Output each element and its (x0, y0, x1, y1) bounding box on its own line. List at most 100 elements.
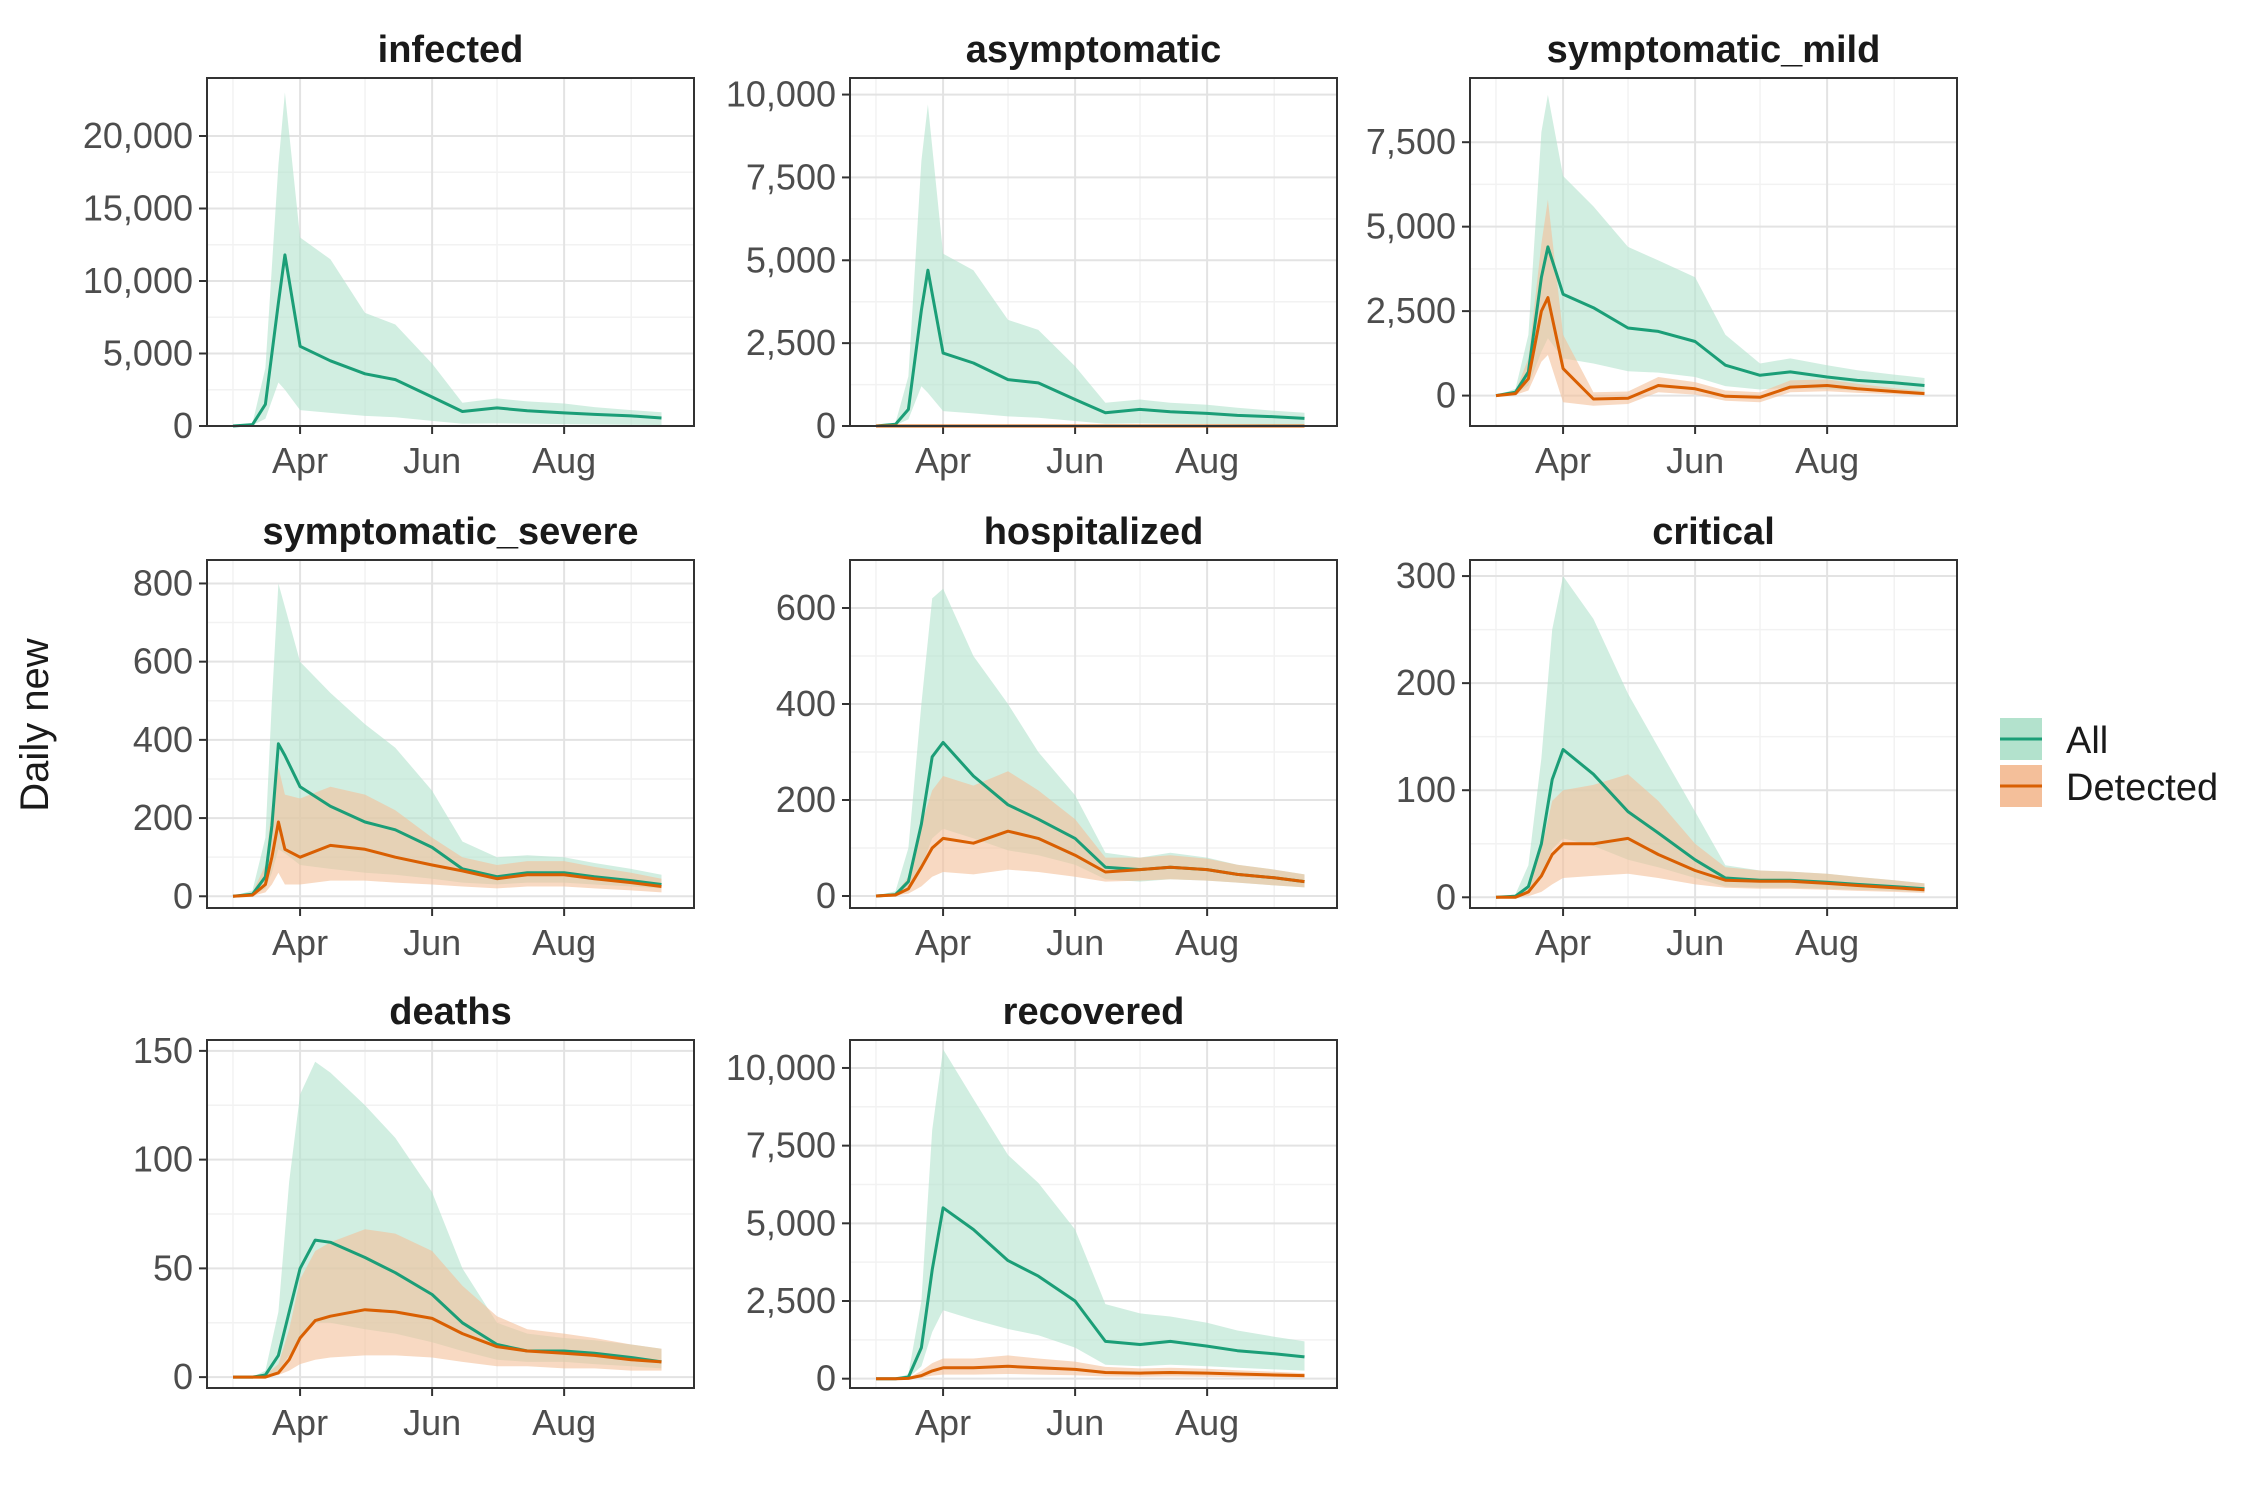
x-tick-label: Apr (915, 922, 971, 963)
panels: infected Apr Jun Aug 0 5,000 10,000 15,000 20,00… (83, 29, 1958, 1443)
y-tick-label: 0 (816, 1358, 836, 1399)
y-tick-label: 10,000 (83, 260, 193, 301)
y-tick-label: 200 (776, 779, 836, 820)
x-tick-label: Aug (1175, 440, 1239, 481)
y-tick-label: 7,500 (746, 1125, 836, 1166)
line-all (232, 742, 662, 898)
y-tick-label: 100 (1396, 769, 1456, 810)
ribbon-detected (233, 1229, 662, 1378)
facet-deaths: deaths Apr Jun Aug 0 50 100 150 (133, 991, 695, 1443)
y-tick-label: 5,000 (103, 333, 193, 374)
x-tick-label: Jun (1046, 922, 1104, 963)
legend-label-all: All (2066, 720, 2108, 762)
panel-border (849, 1039, 1338, 1389)
ribbon-all (876, 1049, 1305, 1379)
line-detected (1495, 296, 1925, 401)
panel-title: deaths (389, 991, 511, 1033)
x-tick-label: Apr (1535, 922, 1591, 963)
ribbon-all (1496, 94, 1925, 396)
ribbon-detected (233, 767, 662, 897)
line-all (1495, 245, 1925, 398)
panel-border (206, 559, 695, 909)
y-tick-label: 7,500 (1366, 121, 1456, 162)
panel-title: hospitalized (984, 511, 1204, 553)
line-detected (233, 1308, 662, 1379)
ribbon-detected (876, 771, 1305, 896)
y-tick-label: 5,000 (746, 1202, 836, 1243)
y-tick-label: 600 (133, 641, 193, 682)
y-tick-label: 15,000 (83, 188, 193, 229)
y-tick-label: 0 (816, 875, 836, 916)
panel-border (849, 77, 1338, 427)
y-tick-label: 0 (173, 875, 193, 916)
x-tick-label: Aug (1795, 440, 1859, 481)
y-tick-label: 10,000 (726, 74, 836, 115)
y-tick-label: 200 (1396, 662, 1456, 703)
x-tick-label: Aug (1795, 922, 1859, 963)
facet-symptomatic_severe: symptomatic_severe Apr Jun Aug 0 200 400 600 800 (133, 511, 695, 963)
x-tick-label: Apr (1535, 440, 1591, 481)
x-tick-label: Jun (1046, 440, 1104, 481)
facet-asymptomatic: asymptomatic Apr Jun Aug 0 2,500 5,000 7,500 10,… (726, 29, 1338, 481)
x-tick-label: Jun (403, 440, 461, 481)
line-detected (876, 1364, 1305, 1381)
x-tick-label: Apr (272, 440, 328, 481)
y-tick-label: 0 (173, 405, 193, 446)
panel-title: recovered (1003, 991, 1185, 1033)
y-tick-label: 0 (816, 405, 836, 446)
ribbon-all (876, 104, 1305, 426)
y-tick-label: 50 (153, 1247, 193, 1288)
facet-critical: critical Apr Jun Aug 0 100 200 300 (1396, 511, 1958, 963)
y-tick-label: 5,000 (1366, 206, 1456, 247)
y-tick-label: 2,500 (746, 1280, 836, 1321)
y-tick-label: 400 (133, 719, 193, 760)
panel-title: asymptomatic (966, 29, 1222, 71)
panel-title: symptomatic_mild (1547, 29, 1881, 71)
y-tick-label: 400 (776, 683, 836, 724)
legend-label-detected: Detected (2066, 767, 2218, 809)
x-tick-label: Jun (403, 922, 461, 963)
y-tick-label: 0 (173, 1356, 193, 1397)
y-tick-label: 2,500 (746, 322, 836, 363)
y-tick-label: 100 (133, 1139, 193, 1180)
ribbon-all (233, 92, 662, 426)
x-tick-label: Jun (1666, 440, 1724, 481)
panel-border (206, 1039, 695, 1389)
x-tick-label: Apr (272, 1402, 328, 1443)
x-tick-label: Jun (403, 1402, 461, 1443)
line-all (875, 268, 1305, 428)
y-tick-label: 300 (1396, 555, 1456, 596)
x-tick-label: Aug (532, 440, 596, 481)
x-tick-label: Aug (532, 1402, 596, 1443)
line-all (233, 1238, 662, 1379)
line-all (876, 1206, 1305, 1381)
x-tick-label: Jun (1046, 1402, 1104, 1443)
line-detected (232, 820, 662, 898)
panel-title: critical (1652, 511, 1775, 553)
y-tick-label: 7,500 (746, 156, 836, 197)
y-tick-label: 5,000 (746, 239, 836, 280)
line-all (232, 253, 662, 428)
panel-border (206, 77, 695, 427)
line-detected (1496, 836, 1925, 899)
y-axis-label: Daily new (13, 638, 57, 812)
y-tick-label: 150 (133, 1030, 193, 1071)
x-tick-label: Apr (915, 1402, 971, 1443)
ribbon-detected (1496, 774, 1925, 898)
facet-recovered: recovered Apr Jun Aug 0 2,500 5,000 7,500 10,000 (726, 991, 1338, 1443)
x-tick-label: Apr (915, 440, 971, 481)
panel-title: infected (378, 29, 524, 71)
x-tick-label: Aug (532, 922, 596, 963)
y-tick-label: 0 (1436, 375, 1456, 416)
legend: All Detected (2000, 718, 2218, 809)
x-tick-label: Aug (1175, 922, 1239, 963)
line-detected (875, 829, 1305, 898)
y-tick-label: 20,000 (83, 115, 193, 156)
y-tick-label: 600 (776, 587, 836, 628)
panel-border (849, 559, 1338, 909)
y-tick-label: 0 (1436, 876, 1456, 917)
x-tick-label: Aug (1175, 1402, 1239, 1443)
panel-title: symptomatic_severe (263, 511, 639, 553)
panel-border (1469, 559, 1958, 909)
